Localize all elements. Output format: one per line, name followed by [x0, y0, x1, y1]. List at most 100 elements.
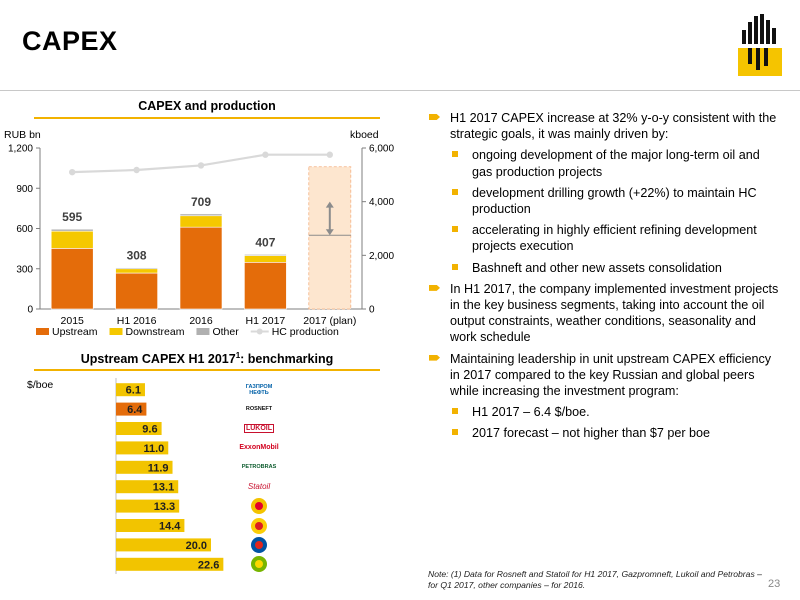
y2-tick-label: 2,000: [369, 251, 394, 262]
plan-arrow-head-down: [325, 229, 334, 236]
point-hc-production: [69, 168, 76, 176]
bar-value-label: 20.0: [186, 540, 207, 552]
bp-logo: [241, 555, 277, 573]
capex-production-chart: RUB bn kboed 0 300 600 900 1,200 0 2,000 4,000 6,0…: [4, 129, 394, 338]
page-title: CAPEX: [22, 26, 118, 56]
bullet-leadership: Maintaining leadership in unit upstream …: [428, 351, 780, 400]
bar-total-label: 308: [127, 249, 147, 263]
bar-total-label: 407: [255, 235, 275, 249]
y-tick-label: 900: [16, 184, 33, 195]
rosneft-logo: [738, 14, 782, 76]
legend-marker-hc: [256, 328, 263, 335]
bar-upstream: [179, 226, 223, 310]
bar-downstream: [179, 215, 223, 228]
x-tick-label: H1 2017: [246, 315, 286, 327]
petrobras-logo: PETROBRAS: [241, 464, 277, 471]
header-divider: [0, 90, 800, 91]
shell-logo: [241, 517, 277, 535]
bar-exxonmobil: [116, 441, 169, 455]
y2-tick-label: 4,000: [369, 197, 394, 208]
lukoil-logo: LUKOIL: [243, 424, 275, 433]
bar-other: [115, 267, 158, 270]
footnote: Note: (1) Data for Rosneft and Statoil f…: [428, 569, 762, 590]
point-hc-production: [326, 151, 333, 158]
sub-bullet: ongoing development of the major long-te…: [428, 147, 780, 179]
sub-bullet: H1 2017 – 6.4 $/boe.: [428, 404, 780, 420]
y-axis-label-right: kboed: [350, 129, 379, 141]
bar-upstream: [244, 262, 287, 310]
bar-value-label: 22.6: [198, 559, 219, 571]
y-tick-label: 1,200: [8, 144, 33, 155]
bar-downstream: [244, 255, 287, 263]
x-tick-label: 2015: [61, 315, 85, 327]
y2-tick-label: 6,000: [369, 144, 394, 155]
bullet-list: H1 2017 CAPEX increase at 32% y-o-y cons…: [428, 110, 780, 447]
bullet-investment-projects: In H1 2017, the company implemented inve…: [428, 281, 780, 346]
bar-statoil: [116, 480, 179, 494]
bar-total-label: 595: [62, 210, 82, 224]
bar-value-label: 13.3: [154, 501, 175, 513]
bar-lukoil: [116, 422, 162, 435]
chart2-title-underline: [34, 369, 380, 371]
bar-chevron: [116, 538, 211, 552]
bar-other: [179, 213, 223, 217]
bar-2017-plan: [308, 166, 352, 310]
bullet-capex-increase: H1 2017 CAPEX increase at 32% y-o-y cons…: [428, 110, 780, 142]
chart2-title: Upstream CAPEX H1 20171: benchmarking: [80, 351, 334, 367]
x-tick-label: 2016: [189, 315, 213, 327]
legend-label: Downstream: [126, 326, 185, 338]
gazprom-neft-logo: ГАЗПРОМ НЕФТЬ: [245, 383, 273, 396]
chart2-unit-label: $/boe: [27, 379, 53, 391]
bar-other: [244, 254, 287, 256]
bar-value-label: 11.9: [148, 462, 169, 474]
legend-swatch-downstream: [109, 328, 123, 335]
plan-arrow-head-up: [325, 201, 334, 208]
chart1-title-underline: [34, 117, 380, 119]
sub-bullet: Bashneft and other new assets consolidat…: [428, 260, 780, 276]
y-axis-label-left: RUB bn: [4, 129, 41, 141]
y2-tick-label: 0: [369, 305, 375, 316]
legend-label: Other: [212, 326, 239, 338]
bar-upstream: [50, 248, 94, 310]
bar-value-label: 9.6: [142, 424, 157, 436]
bar-total-label: 709: [191, 195, 211, 209]
petrochina-logo: [241, 497, 277, 515]
legend-swatch-upstream: [36, 328, 49, 335]
sub-bullet: accelerating in highly efficient refinin…: [428, 222, 780, 254]
bar-shell: [116, 519, 185, 532]
bar-petrochina: [116, 499, 180, 513]
statoil-logo: Statoil: [247, 482, 271, 492]
bar-value-label: 14.4: [159, 521, 181, 533]
x-tick-label: H1 2016: [117, 315, 157, 327]
y-tick-label: 0: [27, 305, 33, 316]
point-hc-production: [133, 166, 140, 174]
legend-label: HC production: [272, 326, 339, 338]
upstream-capex-benchmark-chart: $/boe 6.1 6.4 9.6 11.0 11.9 13.1 13.3 14.4 20.0 22…: [27, 378, 224, 574]
page-number: 23: [768, 578, 781, 590]
y-tick-label: 600: [16, 224, 33, 235]
bar-value-label: 6.4: [127, 404, 143, 416]
legend-swatch-other: [196, 328, 210, 335]
rosneft-logo: ROSNEFT: [245, 406, 273, 413]
bar-rosneft: [116, 402, 147, 416]
exxonmobil-logo: ExxonMobil: [239, 444, 279, 452]
chevron-logo: [241, 536, 277, 554]
bar-value-label: 6.1: [126, 385, 141, 397]
bar-petrobras: [116, 460, 173, 474]
bar-upstream: [115, 272, 158, 310]
bar-value-label: 11.0: [143, 443, 164, 455]
bar-downstream: [115, 268, 158, 274]
y-tick-label: 300: [16, 264, 33, 275]
sub-bullet: 2017 forecast – not higher than $7 per b…: [428, 425, 780, 441]
point-hc-production: [197, 162, 205, 169]
bar-gazprom-neft: [116, 383, 145, 397]
point-hc-production: [262, 151, 269, 158]
bar-other: [50, 228, 94, 232]
bar-bp: [116, 557, 224, 571]
chart1-title: CAPEX and production: [138, 99, 276, 113]
sub-bullet: development drilling growth (+22%) to ma…: [428, 185, 780, 217]
bar-value-label: 13.1: [153, 482, 174, 494]
legend-label: Upstream: [52, 326, 98, 338]
x-tick-label: 2017 (plan): [303, 315, 356, 327]
bar-downstream: [50, 230, 94, 249]
